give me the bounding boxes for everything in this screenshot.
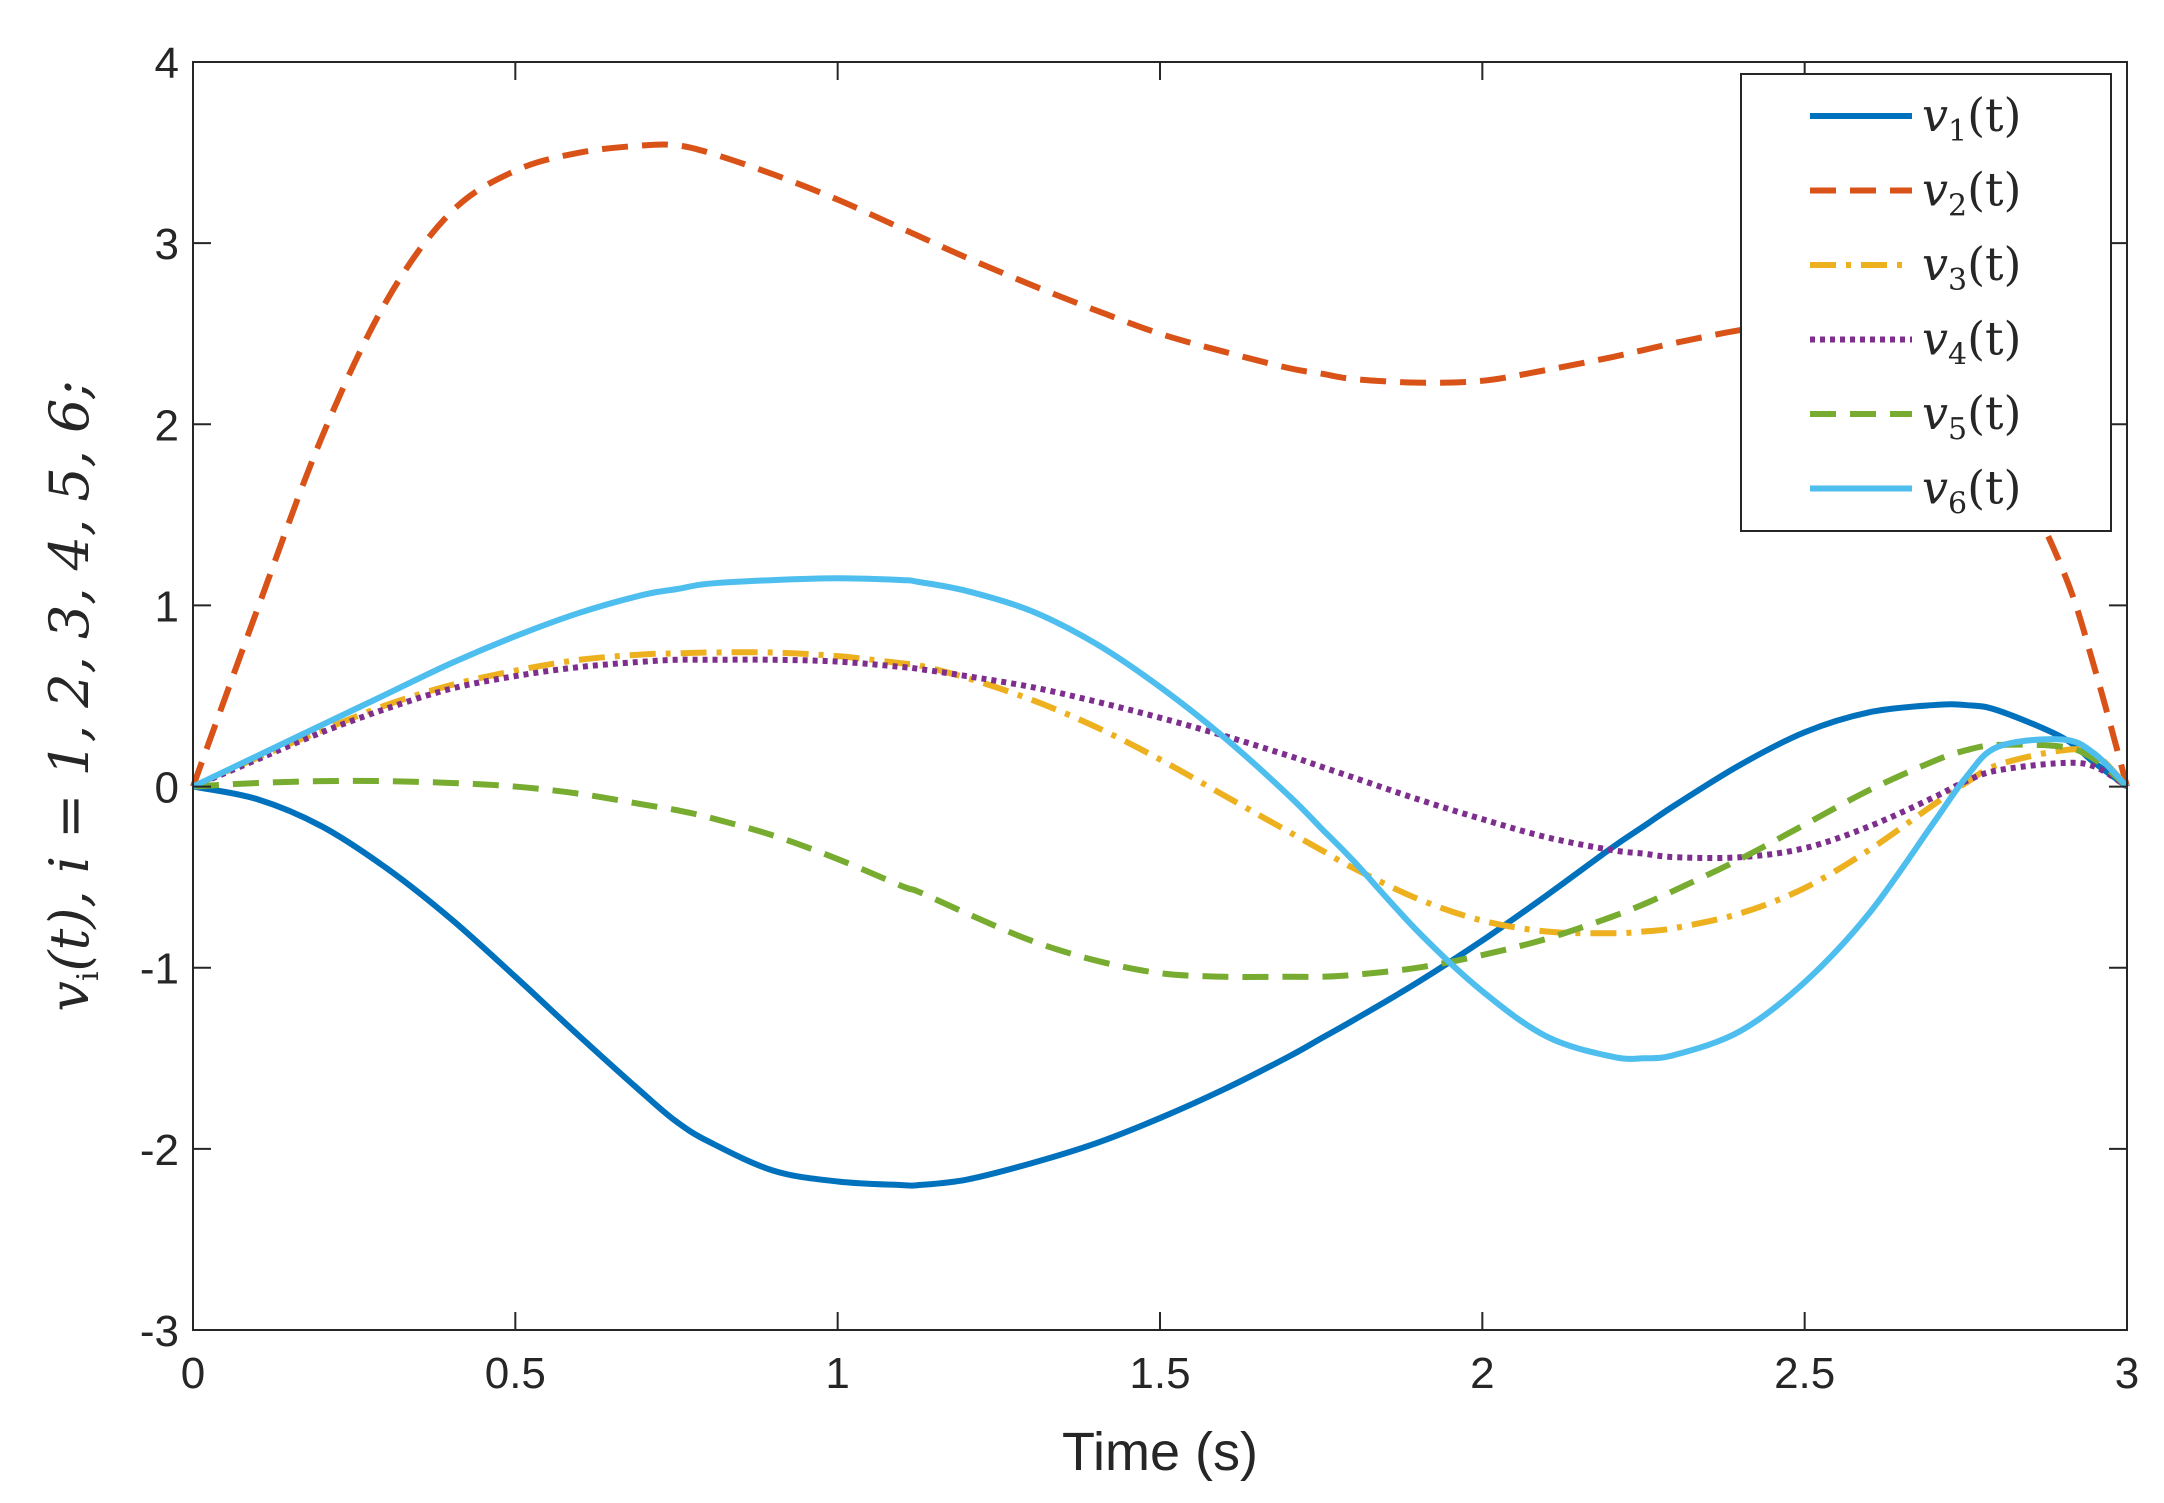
y-axis-title: vi(t), i = 1, 2, 3, 4, 5, 6;: [38, 380, 106, 1011]
y-axis-title-var: v: [38, 981, 101, 1012]
y-tick-label: -1: [140, 945, 179, 994]
series-line-v6: [191, 575, 2130, 1062]
legend-box: [1740, 73, 2112, 532]
y-tick-labels: -3 -2 -1 0 1 2 3 4: [140, 39, 179, 1356]
legend-label-suffix: (t): [1967, 88, 2021, 142]
legend-label-var: v: [1922, 312, 1948, 366]
legend-label-var: v: [1922, 386, 1948, 440]
legend-label: v2(t): [1922, 163, 2021, 224]
legend-label: v6(t): [1922, 461, 2021, 522]
legend-items: v1(t)v2(t)v3(t)v4(t)v5(t)v6(t): [1810, 88, 2021, 522]
legend-label-var: v: [1922, 163, 1948, 217]
legend-label: v5(t): [1922, 386, 2021, 447]
legend-label-sub: 1: [1948, 114, 1967, 149]
x-tick-label: 1.5: [1129, 1349, 1190, 1398]
legend-label-suffix: (t): [1967, 312, 2021, 366]
x-tick-labels: 0 0.5 1 1.5 2 2.5 3: [181, 1349, 2139, 1398]
legend-item-v4: v4(t): [1810, 312, 2021, 373]
y-tick-label: 4: [155, 39, 179, 88]
legend-label-var: v: [1922, 461, 1948, 515]
legend-item-v3: v3(t): [1810, 237, 2021, 298]
legend-label-var: v: [1922, 237, 1948, 291]
y-axis-title-rest: (t), i = 1, 2, 3, 4, 5, 6;: [38, 380, 101, 971]
legend-item-v1: v1(t): [1810, 88, 2021, 149]
legend-label-var: v: [1922, 88, 1948, 142]
x-tick-label: 0.5: [485, 1349, 546, 1398]
y-tick-label: -2: [140, 1126, 179, 1175]
x-axis-title: Time (s): [1062, 1422, 1258, 1482]
legend-item-v5: v5(t): [1810, 386, 2021, 447]
x-tick-label: 2.5: [1774, 1349, 1835, 1398]
series-line-v3: [191, 649, 2130, 937]
y-tick-label: 2: [155, 401, 179, 450]
y-tick-label: 1: [155, 582, 179, 631]
legend: v1(t)v2(t)v3(t)v4(t)v5(t)v6(t): [1740, 73, 2112, 532]
x-tick-label: 3: [2115, 1349, 2139, 1398]
y-tick-label: 0: [155, 764, 179, 813]
legend-label-sub: 2: [1948, 189, 1967, 224]
y-tick-label: 3: [155, 220, 179, 269]
legend-label: v3(t): [1922, 237, 2021, 298]
ticks-layer: [192, 61, 2128, 1331]
series-line-v5: [192, 741, 2129, 981]
series-line-v1: [192, 701, 2129, 1189]
legend-item-v2: v2(t): [1810, 163, 2021, 224]
legend-label-sub: 4: [1948, 338, 1967, 373]
x-tick-label: 2: [1470, 1349, 1494, 1398]
series-layer: [190, 141, 2130, 1189]
legend-label: v4(t): [1922, 312, 2021, 373]
y-axis-title-sub: i: [71, 971, 106, 981]
legend-label-suffix: (t): [1967, 461, 2021, 515]
legend-label-suffix: (t): [1967, 163, 2021, 217]
legend-label-sub: 5: [1948, 412, 1967, 447]
legend-label-sub: 6: [1948, 487, 1967, 522]
y-tick-label: -3: [140, 1307, 179, 1356]
legend-label-suffix: (t): [1967, 237, 2021, 291]
x-tick-label: 1: [825, 1349, 849, 1398]
legend-label-suffix: (t): [1967, 386, 2021, 440]
x-tick-label: 0: [181, 1349, 205, 1398]
legend-item-v6: v6(t): [1810, 461, 2021, 522]
legend-label-sub: 3: [1948, 263, 1967, 298]
legend-label: v1(t): [1922, 88, 2021, 149]
